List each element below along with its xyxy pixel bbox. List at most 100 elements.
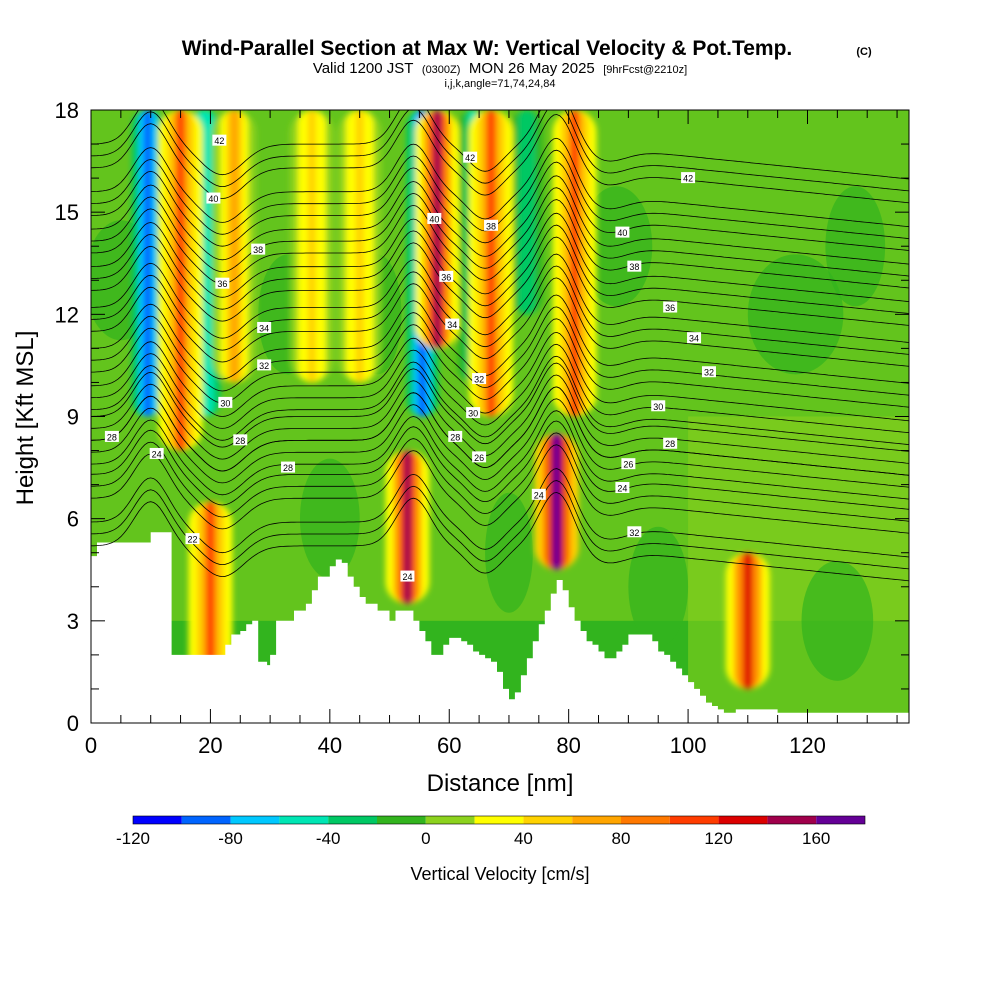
contour-label: 42 bbox=[463, 151, 478, 163]
field-lump bbox=[747, 254, 844, 375]
contour-label-bg bbox=[212, 134, 227, 146]
colorbar-swatch bbox=[767, 816, 817, 824]
contour-label: 32 bbox=[257, 359, 272, 371]
contour-label: 24 bbox=[531, 488, 546, 500]
colorbar-swatch bbox=[621, 816, 670, 824]
contour-label-text: 30 bbox=[468, 409, 478, 419]
x-axis: 0 20 40 60 80 100 120 bbox=[85, 110, 898, 758]
contour-label: 40 bbox=[206, 192, 221, 204]
contour-label-bg bbox=[663, 437, 678, 449]
theta-contour bbox=[91, 161, 909, 251]
colorbar: -120 -80 -40 0 40 80 120 160 bbox=[116, 815, 866, 848]
contour-label: 28 bbox=[233, 434, 248, 446]
contour-label-bg bbox=[251, 243, 266, 255]
contour-label: 28 bbox=[448, 430, 463, 442]
theta-contour bbox=[91, 444, 909, 534]
contour-label-bg bbox=[257, 321, 272, 333]
contour-label-text: 34 bbox=[259, 323, 269, 333]
y-tick-label: 0 bbox=[67, 711, 79, 736]
theta-contour bbox=[91, 420, 909, 510]
contour-label-text: 24 bbox=[402, 572, 412, 582]
contour-label: 38 bbox=[484, 219, 499, 231]
contour-label: 32 bbox=[627, 526, 642, 538]
contour-label-bg bbox=[627, 526, 642, 538]
contour-label-bg bbox=[681, 172, 696, 184]
contour-label: 26 bbox=[621, 458, 636, 470]
contour-label-text: 40 bbox=[429, 214, 439, 224]
contour-label: 28 bbox=[104, 430, 119, 442]
contour-label-text: 28 bbox=[107, 432, 117, 442]
y-tick-label: 15 bbox=[55, 200, 79, 225]
theta-contour bbox=[91, 110, 909, 192]
contour-label-bg bbox=[627, 260, 642, 272]
contour-label-text: 30 bbox=[220, 398, 230, 408]
theta-contour bbox=[91, 468, 909, 558]
contour-label-text: 24 bbox=[617, 484, 627, 494]
downdraft-band bbox=[522, 110, 531, 315]
contour-label: 28 bbox=[663, 437, 678, 449]
colorbar-swatch bbox=[669, 816, 719, 824]
contour-label: 24 bbox=[615, 482, 630, 494]
contour-label-text: 40 bbox=[617, 228, 627, 238]
contour-label-bg bbox=[687, 332, 702, 344]
contour-label-bg bbox=[218, 396, 233, 408]
contour-label-text: 26 bbox=[623, 460, 633, 470]
contour-label: 36 bbox=[439, 270, 454, 282]
contour-label: 34 bbox=[687, 332, 702, 344]
contour-label-text: 36 bbox=[441, 272, 451, 282]
contour-label-text: 42 bbox=[683, 174, 693, 184]
updraft-band bbox=[403, 450, 412, 604]
colorbar-swatch bbox=[474, 816, 524, 824]
contour-label-bg bbox=[484, 219, 499, 231]
colorbar-swatch bbox=[181, 816, 231, 824]
contour-label-text: 28 bbox=[283, 463, 293, 473]
contour-label-bg bbox=[448, 430, 463, 442]
colorbar-frame bbox=[132, 815, 866, 825]
field-lump bbox=[299, 458, 360, 579]
contour-label-bg bbox=[472, 451, 487, 463]
contour-label-text: 38 bbox=[486, 221, 496, 231]
theta-contour bbox=[91, 114, 909, 204]
y-tick-label: 6 bbox=[67, 507, 79, 532]
contour-label-text: 24 bbox=[152, 449, 162, 459]
colorbar-label: -80 bbox=[218, 829, 243, 848]
y-tick-label: 12 bbox=[55, 302, 79, 327]
x-tick-label: 60 bbox=[437, 733, 461, 758]
theta-contour bbox=[91, 110, 909, 180]
colorbar-title: Vertical Velocity [cm/s] bbox=[410, 864, 589, 884]
updraft-band bbox=[176, 110, 185, 451]
field-lump bbox=[580, 186, 653, 307]
contour-label-text: 32 bbox=[259, 361, 269, 371]
contour-label: 36 bbox=[663, 301, 678, 313]
theta-contour bbox=[91, 410, 909, 500]
theta-contour bbox=[91, 277, 909, 367]
theta-contour bbox=[91, 175, 909, 265]
colorbar-label: 0 bbox=[421, 829, 430, 848]
contour-label: 28 bbox=[281, 461, 296, 473]
contour-label-text: 34 bbox=[447, 320, 457, 330]
updraft-band bbox=[433, 110, 442, 349]
contour-label-bg bbox=[104, 430, 119, 442]
updraft-band bbox=[487, 110, 496, 417]
contour-label-text: 22 bbox=[187, 535, 197, 545]
contour-label-text: 32 bbox=[474, 375, 484, 385]
contour-label: 22 bbox=[185, 533, 200, 545]
contour-label: 40 bbox=[427, 212, 442, 224]
updraft-band bbox=[552, 433, 561, 570]
colorbar-swatch bbox=[133, 816, 182, 824]
colorbar-swatch bbox=[425, 816, 475, 824]
theta-contour bbox=[91, 212, 909, 302]
colorbar-swatch bbox=[572, 816, 621, 824]
colorbar-swatch bbox=[816, 816, 865, 824]
colorbar-swatch bbox=[718, 816, 768, 824]
contour-label-bg bbox=[701, 366, 716, 378]
contour-label: 24 bbox=[149, 447, 164, 459]
contour-label: 26 bbox=[472, 451, 487, 463]
y-tick-label: 3 bbox=[67, 609, 79, 634]
colorbar-swatch bbox=[523, 816, 573, 824]
field-lump bbox=[485, 492, 533, 613]
field-lump bbox=[825, 186, 886, 307]
contour-label: 24 bbox=[400, 570, 415, 582]
theta-contour bbox=[91, 343, 909, 434]
contour-label-bg bbox=[615, 226, 630, 238]
